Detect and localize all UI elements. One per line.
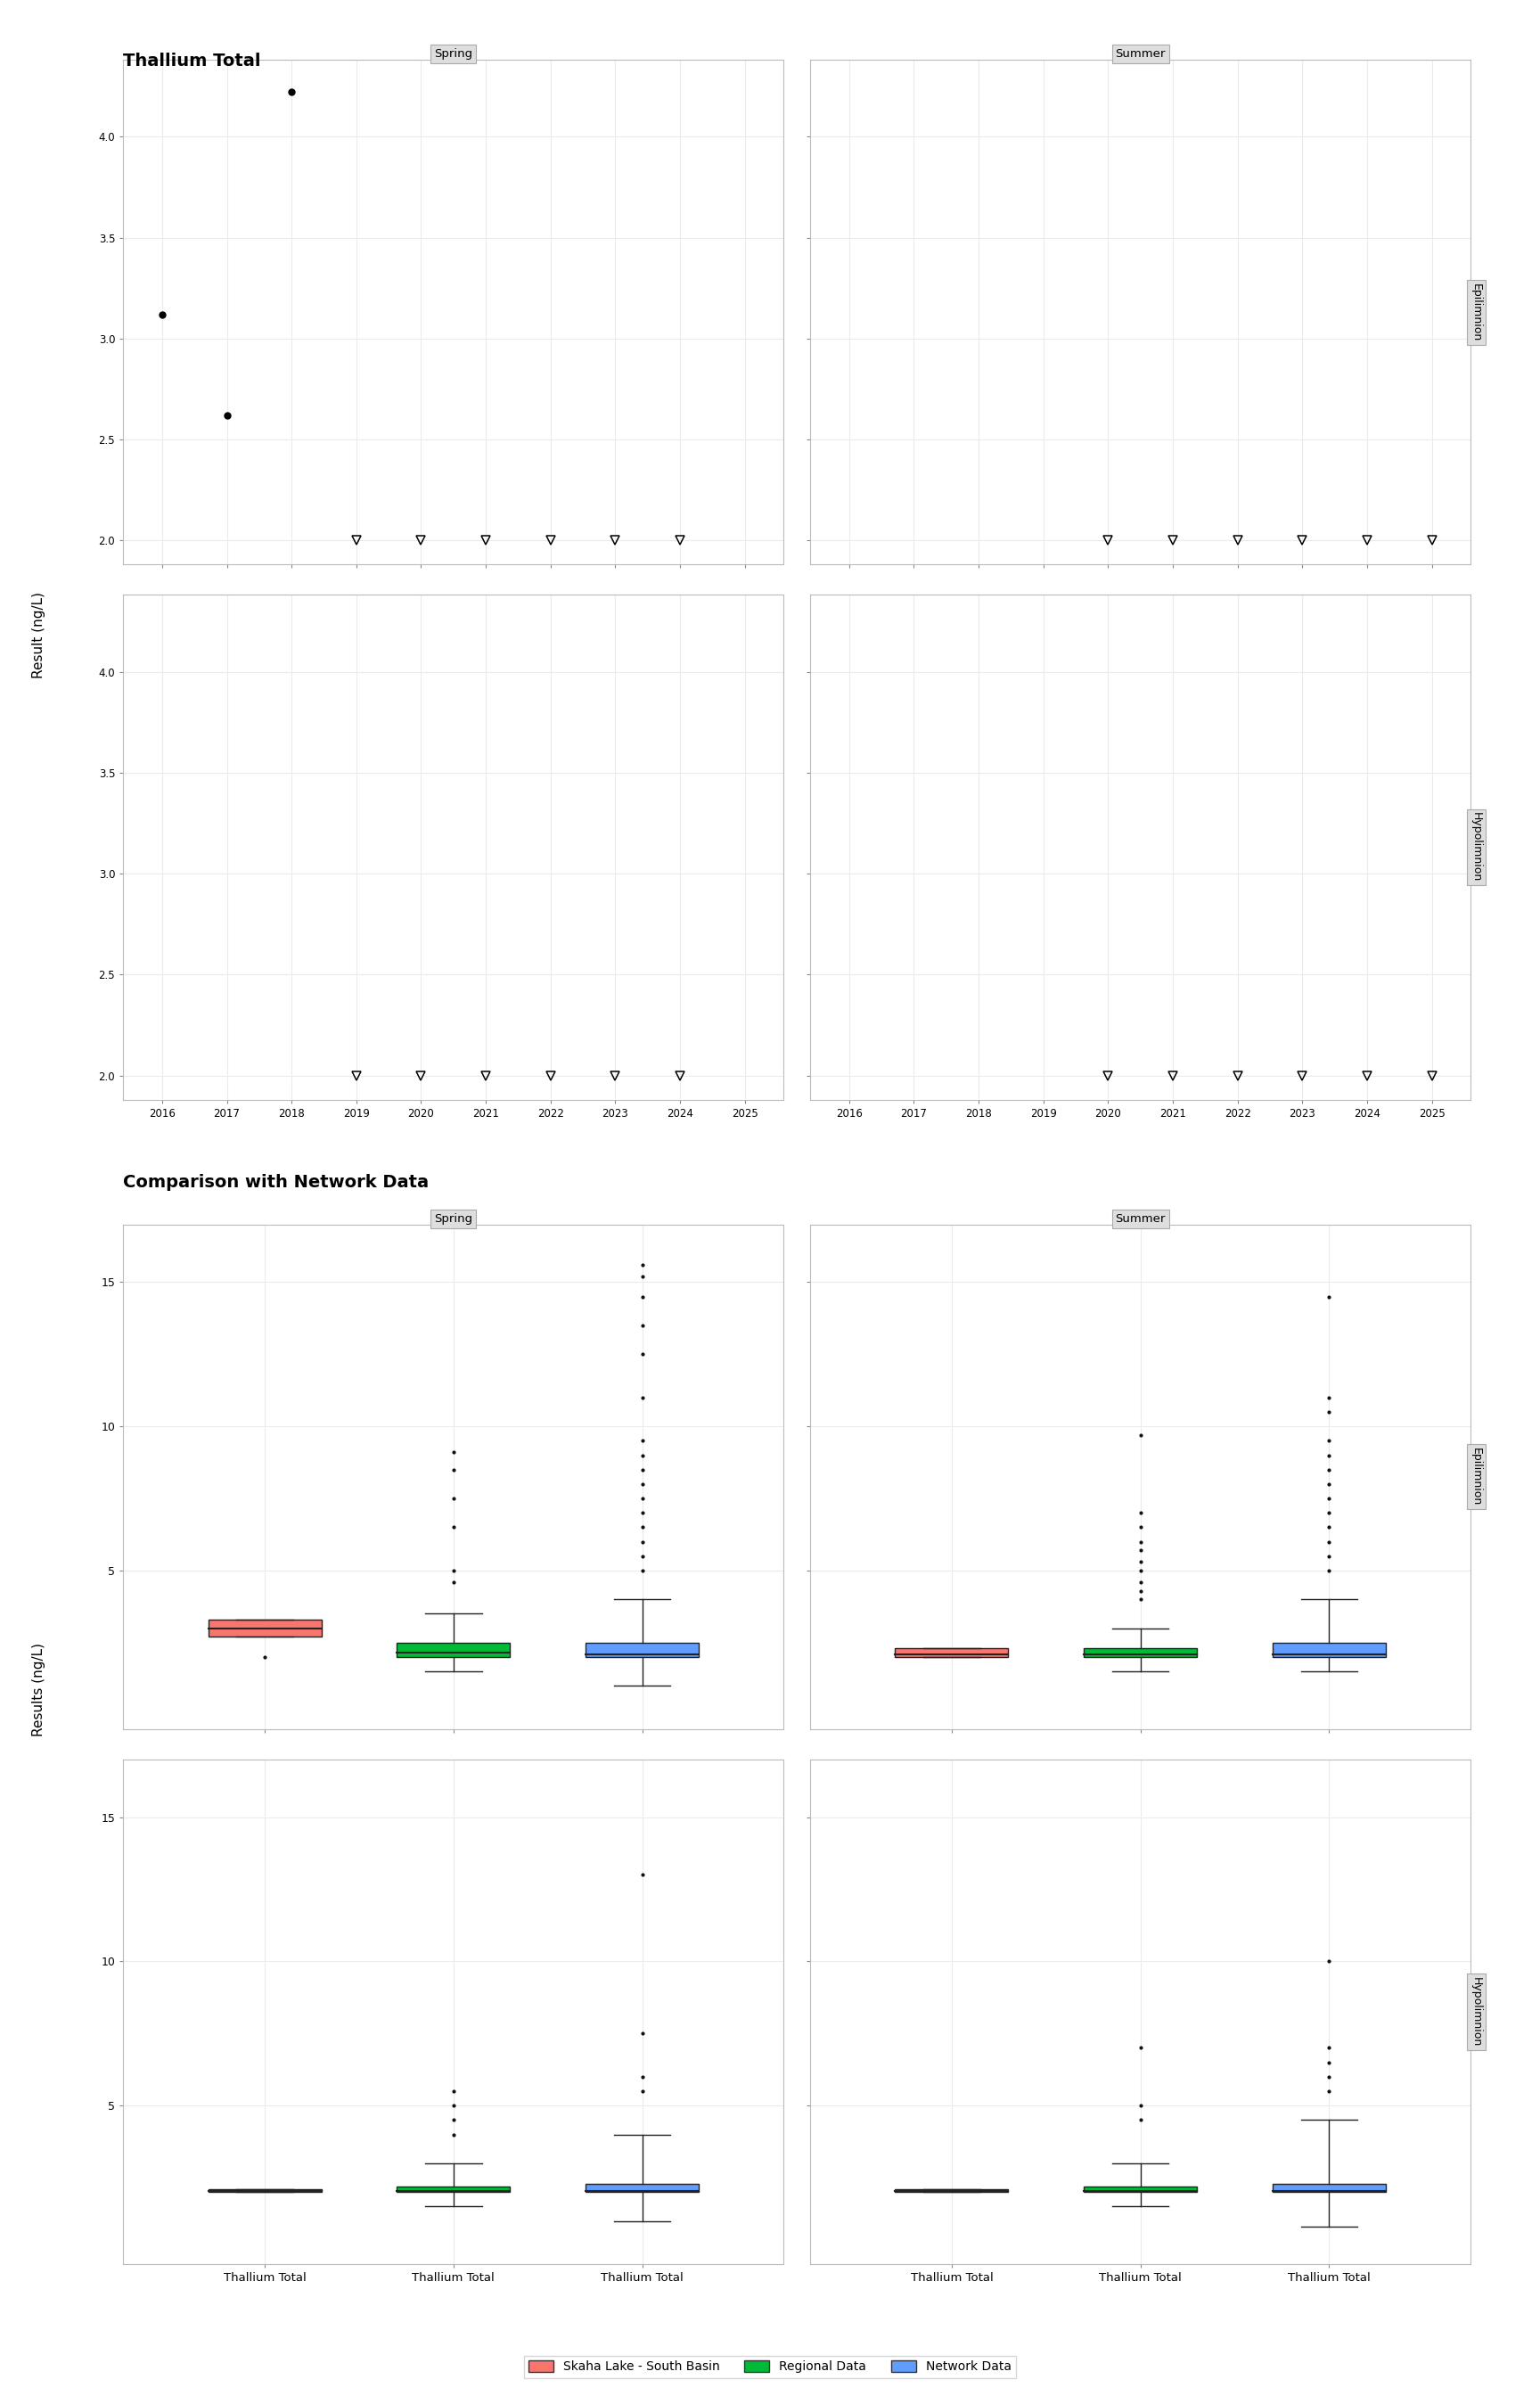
Bar xyxy=(1272,1644,1386,1658)
Bar xyxy=(208,1620,322,1636)
Bar xyxy=(208,2190,322,2192)
Bar xyxy=(397,1644,510,1658)
Text: Thallium Total: Thallium Total xyxy=(123,53,260,69)
Text: Hypolimnion: Hypolimnion xyxy=(1471,812,1483,882)
Text: Results (ng/L): Results (ng/L) xyxy=(32,1641,45,1737)
Text: Epilimnion: Epilimnion xyxy=(1471,283,1483,340)
Text: Hypolimnion: Hypolimnion xyxy=(1471,1977,1483,2046)
Bar xyxy=(397,2185,510,2192)
Bar xyxy=(1272,2183,1386,2192)
Text: Summer: Summer xyxy=(1115,1212,1166,1224)
Bar xyxy=(1084,1648,1197,1658)
Bar xyxy=(895,2190,1009,2192)
Text: Comparison with Network Data: Comparison with Network Data xyxy=(123,1174,430,1191)
Bar xyxy=(1084,2185,1197,2192)
Text: Spring: Spring xyxy=(434,48,473,60)
Text: Summer: Summer xyxy=(1115,48,1166,60)
Legend: Skaha Lake - South Basin, Regional Data, Network Data: Skaha Lake - South Basin, Regional Data,… xyxy=(524,2355,1016,2377)
Bar xyxy=(585,1644,699,1658)
Bar xyxy=(895,1648,1009,1658)
Text: Result (ng/L): Result (ng/L) xyxy=(32,592,45,678)
Text: Spring: Spring xyxy=(434,1212,473,1224)
Bar xyxy=(585,2183,699,2192)
Text: Epilimnion: Epilimnion xyxy=(1471,1447,1483,1507)
